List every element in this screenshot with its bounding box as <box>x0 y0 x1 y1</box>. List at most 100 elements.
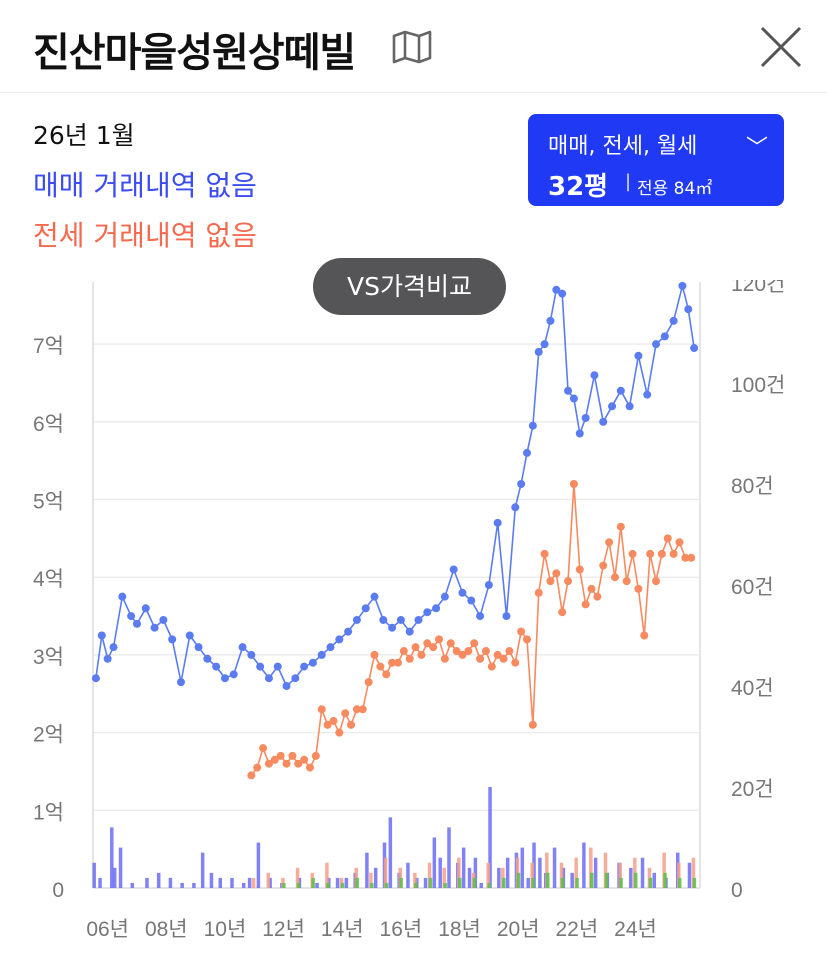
price-sale-point <box>599 417 608 426</box>
price-jeonse-point <box>487 662 496 671</box>
price-jeonse-point <box>476 654 485 663</box>
price-sale-point <box>534 347 543 356</box>
volume-monthly-bar <box>414 882 418 888</box>
price-jeonse-point <box>652 577 661 586</box>
price-jeonse-point <box>423 639 432 648</box>
volume-sale-bar <box>112 867 117 888</box>
y-left-tick-label: 1억 <box>33 801 64 824</box>
volume-monthly-bar <box>326 882 330 888</box>
y-right-tick-label: 20건 <box>731 778 774 801</box>
price-jeonse-point <box>435 635 444 644</box>
volume-monthly-bar <box>487 882 491 888</box>
sale-status-text: 매매 거래내역 없음 <box>33 169 257 202</box>
volume-sale-bar <box>629 867 633 888</box>
price-jeonse-point <box>522 635 531 644</box>
volume-jeonse-bar <box>589 847 593 888</box>
price-jeonse-point <box>564 577 573 586</box>
volume-sale-bar <box>118 847 123 888</box>
price-jeonse-point <box>270 755 279 764</box>
price-sale-point <box>291 674 300 683</box>
price-jeonse-point <box>610 573 619 582</box>
volume-sale-bar <box>652 872 657 888</box>
price-sale-point <box>634 351 643 360</box>
size-pyeong-label: 32평 <box>548 172 609 202</box>
vs-compare-button[interactable]: VS가격비교 <box>313 258 506 315</box>
jeonse-status-text: 전세 거래내역 없음 <box>33 219 257 252</box>
volume-jeonse-bar <box>457 857 461 888</box>
price-sale-point <box>273 662 282 671</box>
price-sale-point <box>660 332 669 341</box>
page-title: 진산마을성원상떼빌 <box>33 30 356 76</box>
price-sale-point <box>423 608 432 617</box>
volume-sale-bar <box>432 837 437 888</box>
volume-sale-bar <box>98 877 102 888</box>
price-jeonse-point <box>259 744 268 753</box>
volume-monthly-bar <box>648 877 653 888</box>
volume-jeonse-bar <box>486 862 490 888</box>
volume-sale-bar <box>467 867 472 888</box>
x-tick-label: 08년 <box>145 918 188 941</box>
x-tick-label: 12년 <box>262 918 305 941</box>
y-left-tick-label: 2억 <box>33 724 64 747</box>
volume-sale-bar <box>570 872 574 888</box>
price-jeonse-point <box>587 584 596 593</box>
price-jeonse-point <box>335 728 344 737</box>
price-jeonse-point <box>605 538 614 547</box>
volume-jeonse-bar <box>325 862 329 888</box>
volume-monthly-bar <box>502 877 506 888</box>
price-sale-point <box>502 612 511 621</box>
selected-date: 26년 1월 <box>33 121 135 150</box>
price-sale-point <box>212 662 221 671</box>
volume-monthly-bar <box>546 872 550 888</box>
chevron-down-icon: ﹀ <box>746 136 769 161</box>
price-jeonse-point <box>276 751 285 760</box>
price-sale-point <box>484 581 493 589</box>
price-chart: 0 1억 2억 3억 4억 5억 6억 7억 0 20건 40건 60건 80건 100건 120건 06년 0… <box>33 280 785 941</box>
price-jeonse-point <box>481 647 490 656</box>
price-jeonse-point <box>288 751 297 760</box>
price-jeonse-point <box>622 577 631 586</box>
volume-jeonse-bar <box>530 862 534 888</box>
map-icon[interactable] <box>390 30 434 64</box>
price-sale-point <box>511 503 520 512</box>
price-sale-point <box>91 674 100 683</box>
price-sale-point <box>256 662 265 671</box>
volume-monthly-bar <box>677 877 682 888</box>
price-sale-point <box>652 340 661 349</box>
price-sale-point <box>569 394 578 403</box>
price-sale-point <box>344 627 353 636</box>
filter-dropdown-button[interactable]: 매매, 전세, 월세 ﹀ 32평 | 전용 84㎡ <box>528 114 784 206</box>
price-jeonse-point <box>687 553 696 562</box>
price-sale-point <box>458 588 467 597</box>
price-sale-point <box>220 674 229 683</box>
price-sale-point <box>132 619 141 628</box>
volume-jeonse-bar <box>603 852 608 888</box>
x-tick-label: 14년 <box>321 918 364 941</box>
y-right-tick-label: 0 <box>731 879 743 902</box>
volume-sale-bar <box>497 867 501 888</box>
price-sale-point <box>540 340 549 349</box>
volume-monthly-bar <box>355 877 359 888</box>
volume-sale-bar <box>268 877 272 888</box>
price-jeonse-point <box>493 650 502 659</box>
header-bar: 진산마을성원상떼빌 <box>0 0 827 93</box>
price-jeonse-point <box>528 720 537 729</box>
price-jeonse-point <box>517 627 526 636</box>
close-icon[interactable] <box>758 24 804 70</box>
price-sale-point <box>608 402 617 411</box>
volume-jeonse-bar <box>662 852 666 888</box>
price-sale-point <box>625 402 634 411</box>
volume-monthly-bar <box>458 877 462 888</box>
y-left-tick-label: 4억 <box>33 568 64 591</box>
price-jeonse-point <box>440 654 449 663</box>
price-jeonse-point <box>505 647 514 656</box>
volume-jeonse-bar <box>369 872 373 888</box>
volume-monthly-bar <box>575 877 579 888</box>
price-sale-point <box>552 285 561 294</box>
volume-sale-bar <box>538 857 542 888</box>
price-jeonse-point <box>663 534 672 543</box>
price-sale-point <box>352 615 361 624</box>
volume-jeonse-bar <box>545 852 549 888</box>
price-sale-point <box>264 674 273 683</box>
price-jeonse-point <box>399 647 408 656</box>
